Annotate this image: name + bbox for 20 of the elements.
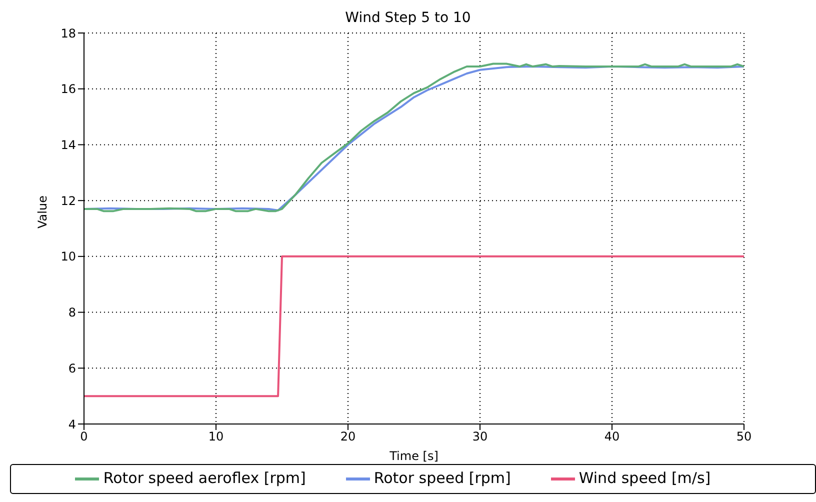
y-axis-title: Value xyxy=(35,196,50,228)
x-axis-title: Time [s] xyxy=(388,449,438,463)
x-tick-label: 40 xyxy=(604,430,620,444)
y-tick-label: 4 xyxy=(68,417,76,432)
x-tick-label: 50 xyxy=(736,430,752,444)
x-tick-label: 30 xyxy=(472,430,488,444)
y-tick-label: 12 xyxy=(60,194,76,208)
x-tick-label: 0 xyxy=(80,430,88,444)
legend-label: Rotor speed [rpm] xyxy=(374,469,511,488)
y-tick-label: 6 xyxy=(68,361,76,376)
y-tick-label: 18 xyxy=(60,26,76,40)
legend-label: Rotor speed aeroflex [rpm] xyxy=(103,469,306,488)
y-tick-label: 16 xyxy=(60,82,76,96)
legend-label: Wind speed [m/s] xyxy=(578,469,711,488)
y-tick-label: 8 xyxy=(68,306,76,320)
x-tick-label: 20 xyxy=(340,430,356,444)
y-tick-label: 14 xyxy=(60,138,76,152)
y-tick-label: 10 xyxy=(60,250,76,264)
chart-title: Wind Step 5 to 10 xyxy=(344,10,472,26)
x-tick-label: 10 xyxy=(208,430,224,444)
